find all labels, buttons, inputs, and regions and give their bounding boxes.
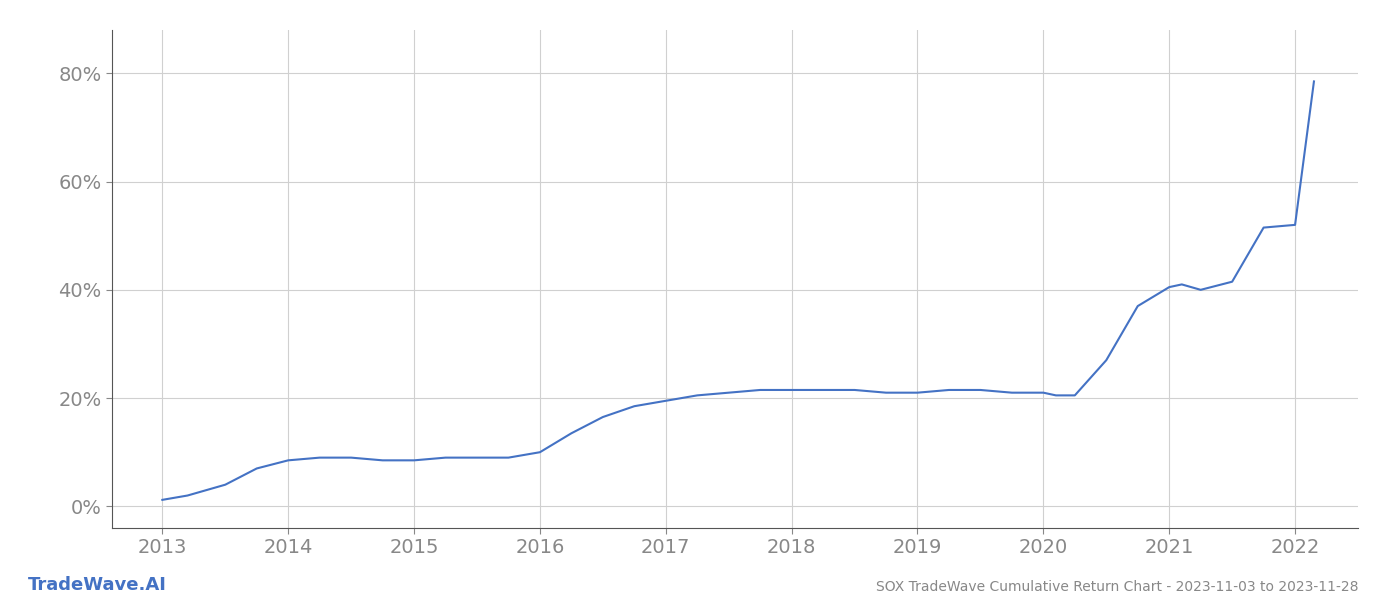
- Text: TradeWave.AI: TradeWave.AI: [28, 576, 167, 594]
- Text: SOX TradeWave Cumulative Return Chart - 2023-11-03 to 2023-11-28: SOX TradeWave Cumulative Return Chart - …: [875, 580, 1358, 594]
